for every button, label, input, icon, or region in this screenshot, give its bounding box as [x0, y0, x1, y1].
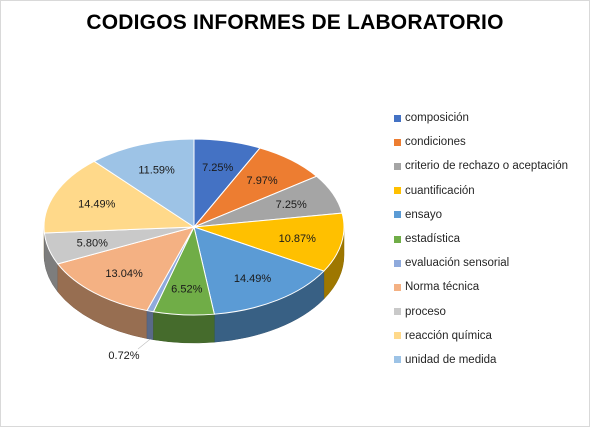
legend-label: unidad de medida: [405, 353, 497, 366]
pie-slice-unidad-de-medida: [93, 138, 195, 228]
legend-item-ensayo: ensayo: [394, 203, 589, 227]
legend-swatch: [394, 283, 401, 291]
legend-swatch: [394, 308, 401, 316]
pie-leader-line: [137, 338, 151, 350]
legend-label: evaluación sensorial: [405, 257, 510, 270]
legend-swatch: [394, 235, 401, 243]
legend-swatch: [394, 259, 401, 267]
pie-label-evaluacion-sensorial: 0.72%: [108, 350, 139, 362]
legend-item-composicion: composición: [394, 106, 589, 130]
legend-swatch: [394, 187, 401, 195]
pie-slice-norma-tecnica: [56, 226, 196, 312]
chart-title: CODIGOS INFORMES DE LABORATORIO: [86, 11, 504, 34]
legend-item-reaccion-quimica: reacción química: [394, 324, 589, 348]
legend-label: reacción química: [405, 329, 492, 342]
legend-swatch: [394, 138, 401, 146]
legend-swatch: [394, 114, 401, 122]
legend-label: cuantificación: [405, 184, 475, 197]
legend-label: composición: [405, 112, 469, 125]
legend-item-evaluacion-sensorial: evaluación sensorial: [394, 251, 589, 275]
legend-label: ensayo: [405, 208, 443, 221]
legend-swatch: [394, 356, 401, 364]
legend-item-norma-tecnica: Norma técnica: [394, 275, 589, 299]
legend-item-cuantificacion: cuantificación: [394, 179, 589, 203]
pie-label-reaccion-quimica: 14.49%: [78, 199, 116, 211]
legend-label: Norma técnica: [405, 281, 480, 294]
legend-label: condiciones: [405, 136, 466, 149]
pie-label-condiciones: 7.97%: [247, 175, 278, 187]
pie-label-composicion: 7.25%: [202, 162, 233, 174]
pie-label-criterio-de-rechazo-o-aceptacion: 7.25%: [276, 199, 307, 211]
legend-item-criterio-de-rechazo-o-aceptacion: criterio de rechazo o aceptación: [394, 154, 589, 178]
legend-label: criterio de rechazo o aceptación: [405, 160, 569, 173]
legend-item-estadistica: estadística: [394, 227, 589, 251]
legend-swatch: [394, 162, 401, 170]
pie-label-unidad-de-medida: 11.59%: [138, 164, 175, 176]
pie-side-evaluacion-sensorial: [146, 310, 154, 341]
legend-label: proceso: [405, 305, 446, 318]
legend-swatch: [394, 211, 401, 219]
pie-label-proceso: 5.80%: [77, 237, 108, 249]
pie-slice-ensayo: [193, 226, 325, 315]
pie-slice-reaccion-quimica: [43, 160, 196, 234]
legend-label: estadística: [405, 233, 460, 246]
legend-item-unidad-de-medida: unidad de medida: [394, 348, 589, 372]
pie-label-norma-tecnica: 13.04%: [105, 268, 143, 280]
legend-swatch: [394, 332, 401, 340]
legend-item-proceso: proceso: [394, 300, 589, 324]
pie-label-estadistica: 6.52%: [171, 283, 202, 295]
chart-legend: composición condiciones criterio de rechaz…: [394, 106, 589, 372]
pie-side-estadistica: [153, 311, 215, 344]
legend-item-condiciones: condiciones: [394, 130, 589, 154]
pie-slice-cuantificacion: [193, 212, 345, 272]
pie-label-ensayo: 14.49%: [234, 273, 272, 285]
pie-label-cuantificacion: 10.87%: [279, 233, 317, 245]
